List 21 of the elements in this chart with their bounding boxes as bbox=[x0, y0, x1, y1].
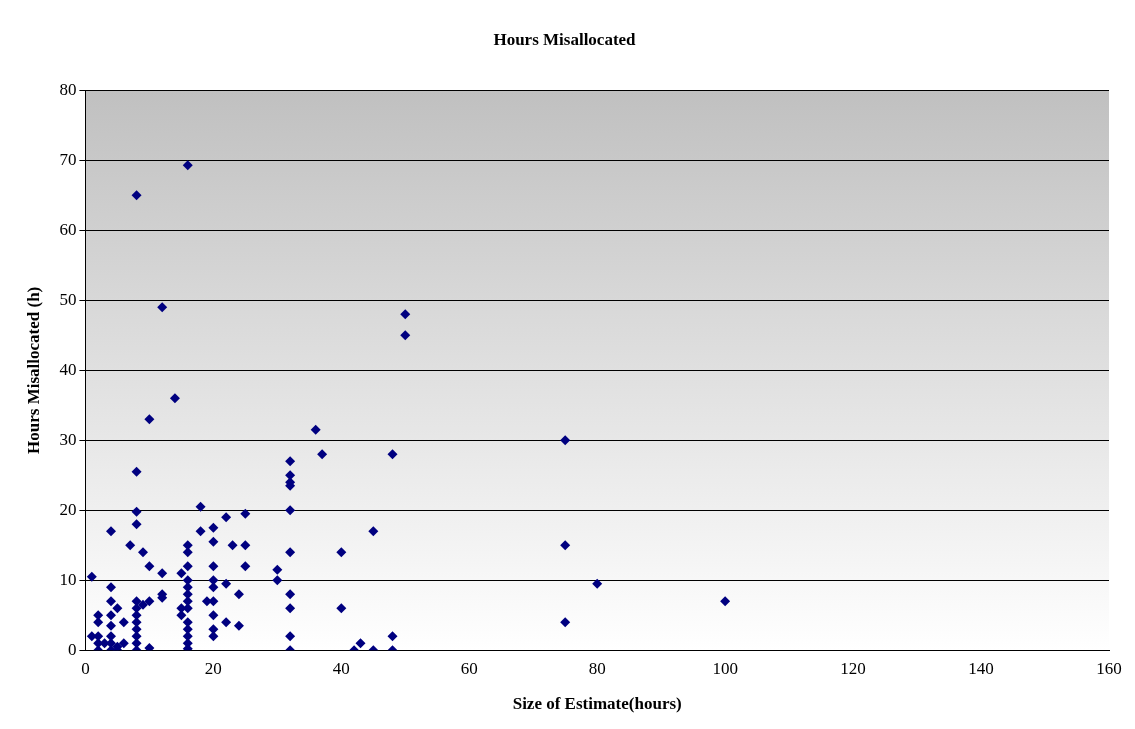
y-tick-label: 70 bbox=[59, 149, 77, 169]
x-tick-label: 80 bbox=[588, 658, 606, 678]
x-tick-label: 160 bbox=[1096, 658, 1122, 678]
x-tick-label: 40 bbox=[332, 658, 350, 678]
y-tick-label: 50 bbox=[59, 289, 77, 309]
y-tick-label: 30 bbox=[59, 429, 77, 449]
y-tick-label: 20 bbox=[59, 499, 77, 519]
x-axis-title: Size of Estimate(hours) bbox=[512, 694, 682, 714]
chart-title: Hours Misallocated bbox=[493, 29, 637, 49]
y-tick-label: 80 bbox=[59, 79, 77, 99]
y-axis-title: Hours Misallocated (h) bbox=[23, 286, 43, 454]
y-tick-label: 60 bbox=[59, 219, 77, 239]
y-tick-label: 0 bbox=[67, 639, 77, 659]
x-tick-label: 120 bbox=[840, 658, 866, 678]
x-tick-label: 20 bbox=[204, 658, 222, 678]
x-tick-label: 0 bbox=[81, 658, 90, 678]
y-tick-label: 10 bbox=[59, 569, 77, 589]
x-tick-label: 100 bbox=[712, 658, 738, 678]
y-tick-label: 40 bbox=[59, 359, 77, 379]
x-tick-label: 60 bbox=[460, 658, 478, 678]
x-tick-label: 140 bbox=[968, 658, 994, 678]
